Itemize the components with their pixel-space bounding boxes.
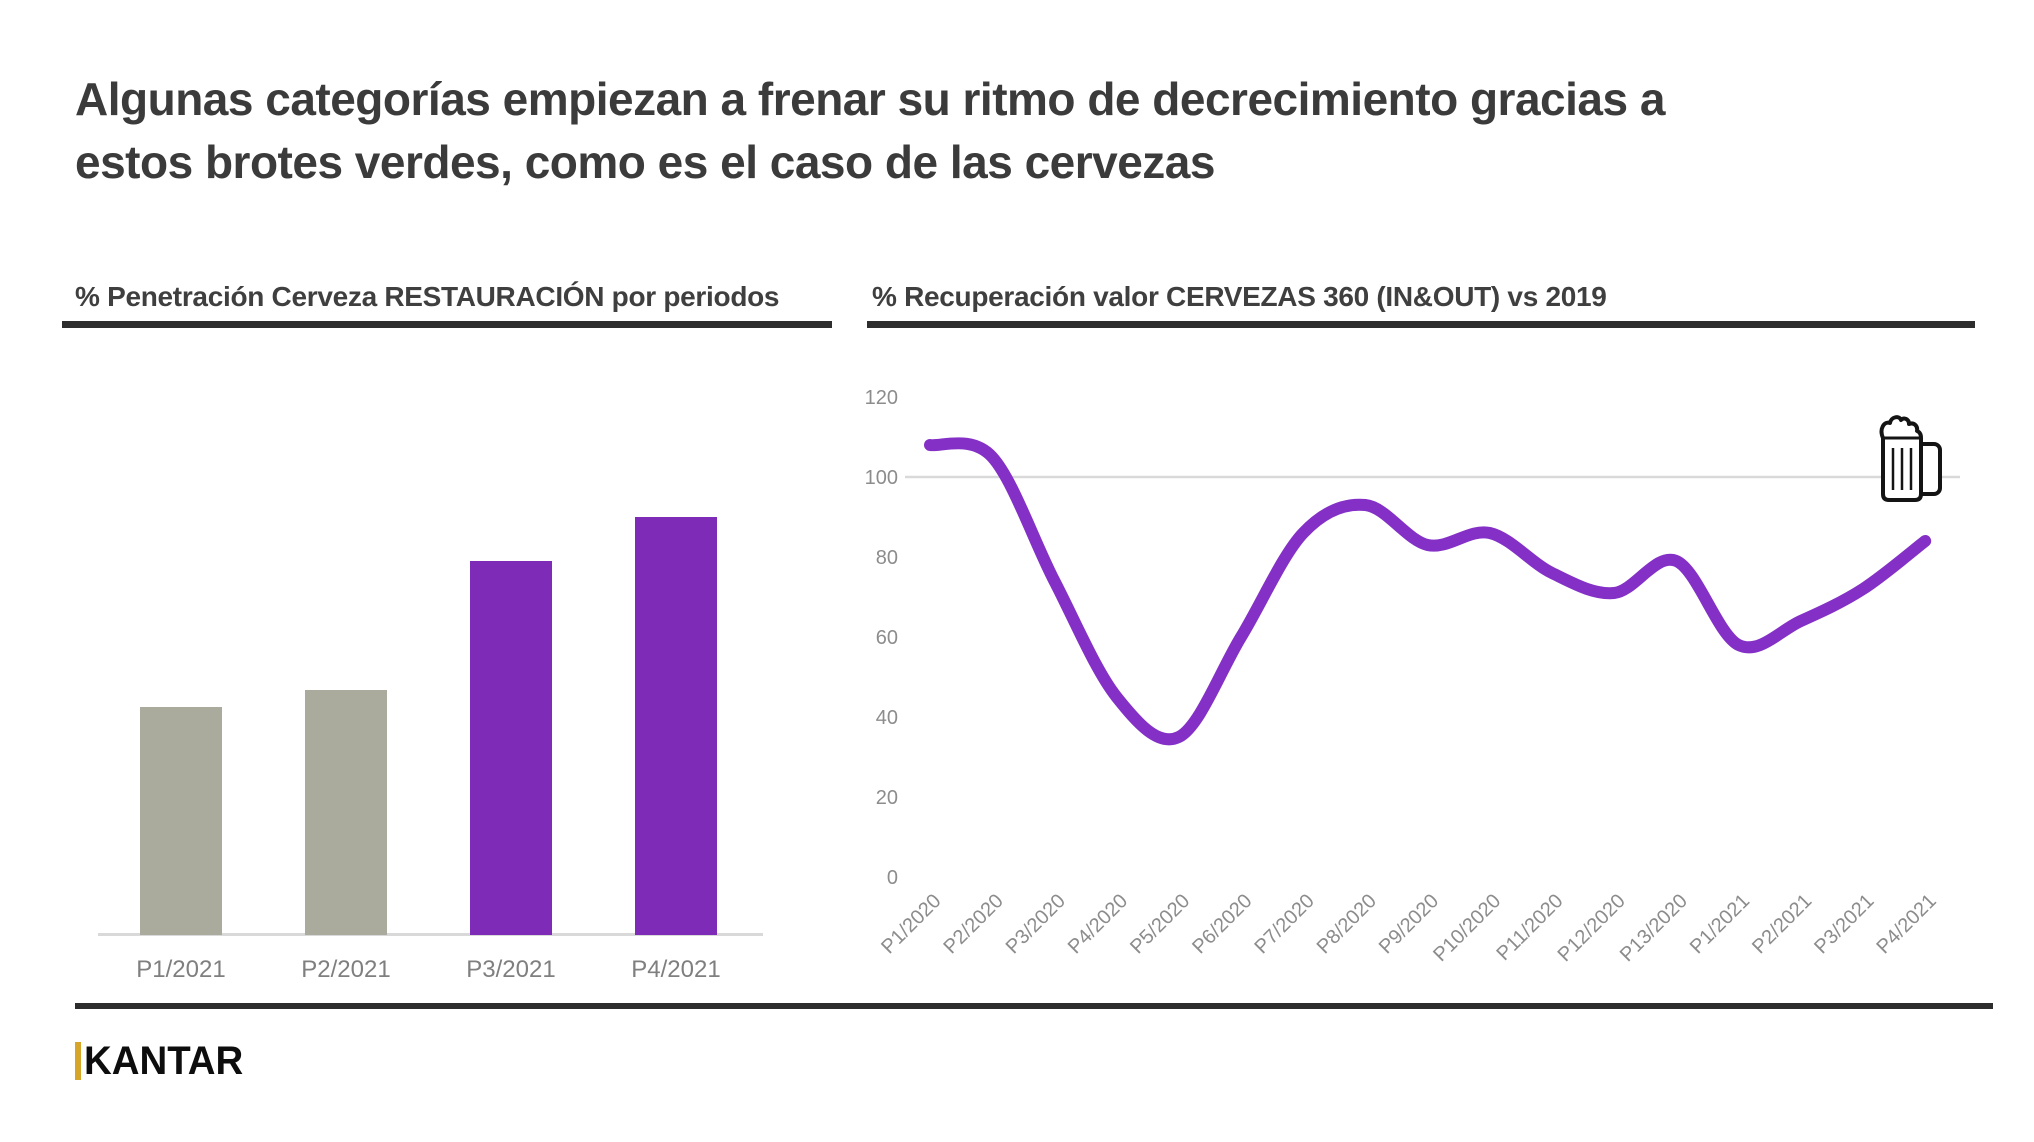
y-tick-label: 60 — [876, 627, 898, 649]
y-tick-label: 0 — [887, 867, 898, 889]
bar-P4/2021 — [635, 517, 717, 935]
x-tick-label: P3/2021 — [1810, 890, 1878, 958]
x-tick-label: P12/2020 — [1554, 890, 1630, 966]
bar-chart: P1/2021 P2/2021 P3/2021 P4/2021 — [60, 340, 850, 1000]
x-tick-label: P3/2020 — [1002, 890, 1070, 958]
bar-P1/2021 — [140, 707, 222, 935]
x-tick-label: P4/2020 — [1064, 890, 1132, 958]
x-tick-label: P6/2020 — [1188, 890, 1256, 958]
x-tick-label: P2/2021 — [1748, 890, 1816, 958]
x-tick-label: P2/2020 — [939, 890, 1007, 958]
page-title-line1: Algunas categorías empiezan a frenar su … — [75, 73, 1665, 125]
footer-divider — [75, 1003, 1993, 1009]
line-chart-title-rule — [867, 321, 1975, 328]
bar-chart-baseline — [98, 933, 763, 936]
y-tick-label: 80 — [876, 547, 898, 569]
kantar-logo: KANTAR — [75, 1039, 250, 1083]
bar-x-label: P1/2021 — [136, 956, 226, 983]
y-tick-label: 120 — [865, 387, 898, 409]
x-tick-label: P1/2021 — [1686, 890, 1754, 958]
recovery-line-series — [924, 437, 1932, 746]
page-title-line2: estos brotes verdes, como es el caso de … — [75, 136, 1215, 188]
y-tick-label: 100 — [865, 467, 898, 489]
page-title: Algunas categorías empiezan a frenar su … — [75, 68, 1955, 194]
line-chart: 020406080100120P1/2020P2/2020P3/2020P4/2… — [865, 387, 1960, 966]
kantar-logo-gold-bar — [75, 1042, 81, 1080]
kantar-logo-text: KANTAR — [84, 1039, 244, 1083]
bar-chart-title: % Penetración Cerveza RESTAURACIÓN por p… — [75, 281, 780, 312]
line-chart-plot-layer: 020406080100120P1/2020P2/2020P3/2020P4/2… — [865, 387, 1960, 966]
x-tick-label: P13/2020 — [1616, 890, 1692, 966]
line-chart-title: % Recuperación valor CERVEZAS 360 (IN&OU… — [872, 281, 1607, 312]
bar-P3/2021 — [470, 561, 552, 935]
y-tick-label: 40 — [876, 707, 898, 729]
x-tick-label: P1/2020 — [877, 890, 945, 958]
beer-mug-icon — [1879, 415, 1942, 502]
x-tick-label: P4/2021 — [1872, 890, 1940, 958]
y-tick-label: 20 — [876, 787, 898, 809]
x-tick-label: P10/2020 — [1429, 890, 1505, 966]
x-tick-label: P8/2020 — [1313, 890, 1381, 958]
bar-chart-title-rule — [62, 321, 832, 328]
bar-P2/2021 — [305, 690, 387, 935]
x-tick-label: P7/2020 — [1250, 890, 1318, 958]
bar-x-label: P3/2021 — [466, 956, 556, 983]
x-tick-label: P5/2020 — [1126, 890, 1194, 958]
bar-x-label: P4/2021 — [631, 956, 721, 983]
bar-x-label: P2/2021 — [301, 956, 391, 983]
